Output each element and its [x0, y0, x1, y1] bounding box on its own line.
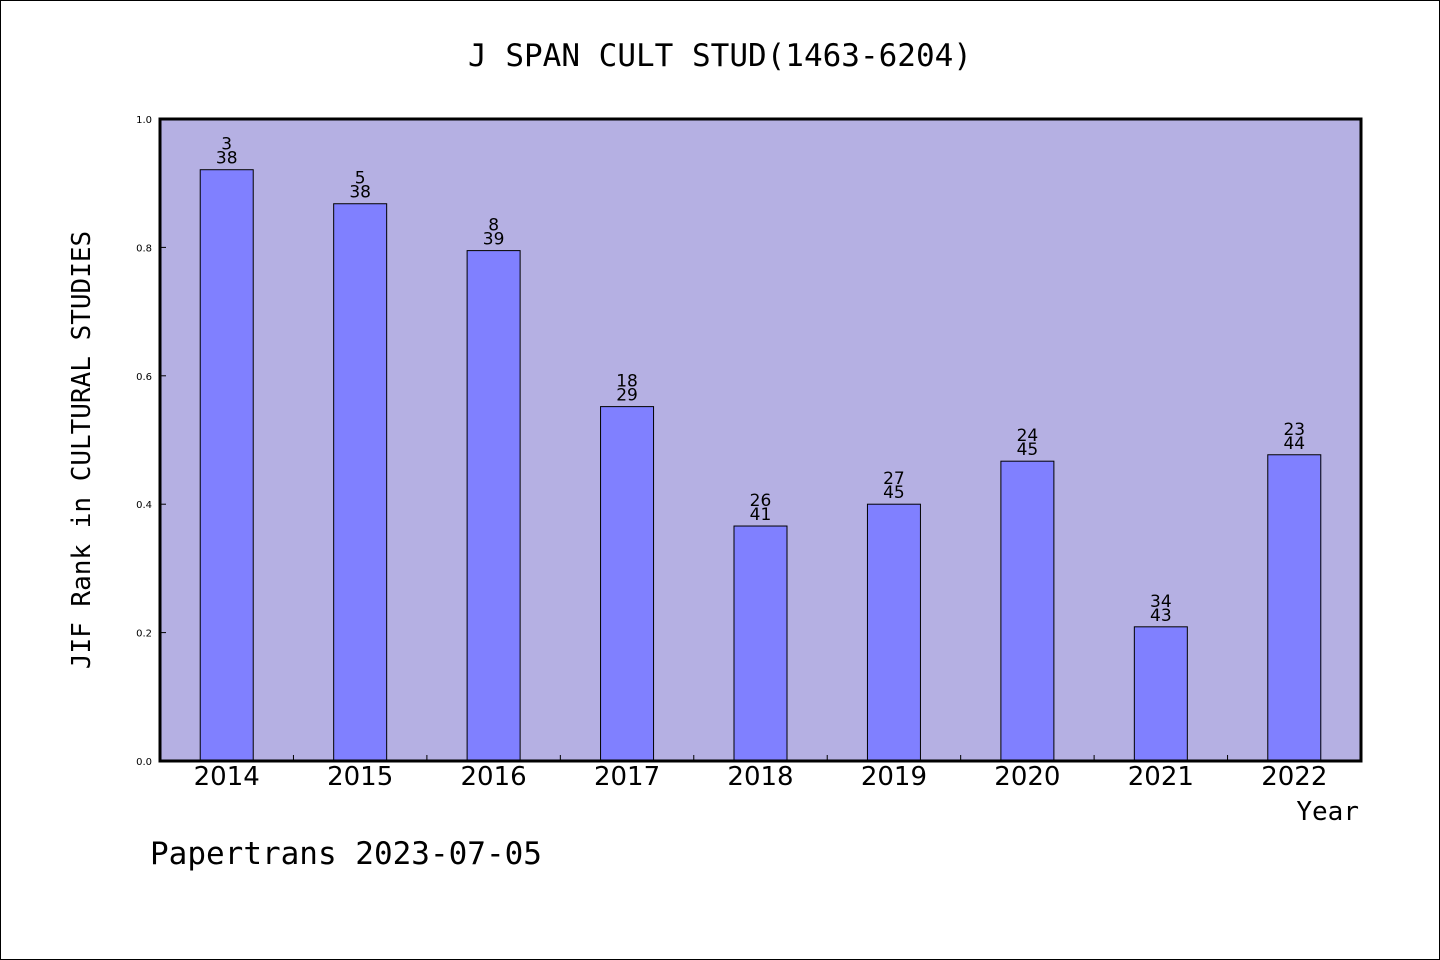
bar-2014 — [199, 169, 254, 762]
x-axis-label: Year — [1296, 797, 1359, 827]
y-tick-label-0.2: 0.2 — [136, 629, 152, 640]
x-tick-label-2015: 2015 — [327, 762, 393, 792]
bar-total-label-2021: 43 — [1150, 606, 1172, 626]
bar-2018 — [733, 525, 788, 762]
bar-2016 — [466, 250, 521, 762]
x-tick-label-2018: 2018 — [727, 762, 793, 792]
bar-rank-label-2018: 26 — [750, 491, 772, 511]
y-tick-label-0.4: 0.4 — [136, 500, 152, 511]
y-tick-label-1.0: 1.0 — [136, 115, 152, 126]
x-tick-label-2021: 2021 — [1128, 762, 1194, 792]
x-axis-ticks: 2014 2015 2016 2017 2018 2019 2020 2021 2022 — [194, 755, 1327, 792]
bar-rank-label-2020: 24 — [1017, 426, 1039, 446]
bar-total-label-2020: 45 — [1017, 440, 1039, 460]
x-tick-label-2022: 2022 — [1261, 762, 1327, 792]
bar-rank-label-2016: 8 — [488, 216, 499, 236]
bar-2015 — [333, 203, 388, 762]
x-tick-label-2020: 2020 — [994, 762, 1060, 792]
bar-total-label-2014: 38 — [216, 149, 238, 169]
bar-total-label-2019: 45 — [883, 483, 905, 503]
bar-total-label-2015: 38 — [349, 183, 371, 203]
bar-total-label-2018: 41 — [750, 505, 772, 525]
y-tick-label-0.8: 0.8 — [136, 243, 152, 254]
x-tick-label-2016: 2016 — [461, 762, 527, 792]
bar-rank-label-2017: 18 — [616, 372, 638, 392]
bar-rank-label-2015: 5 — [355, 169, 366, 189]
y-axis-label: JIF Rank in CULTURAL STUDIES — [67, 231, 97, 669]
y-tick-label-0.0: 0.0 — [136, 757, 152, 768]
bar-2019 — [866, 503, 921, 762]
bar-rank-label-2022: 23 — [1283, 420, 1305, 440]
chart-title: J SPAN CULT STUD(1463-6204) — [468, 38, 972, 74]
bar-total-label-2017: 29 — [616, 386, 638, 406]
bar-2017 — [600, 406, 655, 762]
bar-2022 — [1267, 454, 1322, 762]
x-tick-label-2014: 2014 — [194, 762, 260, 792]
x-tick-label-2017: 2017 — [594, 762, 660, 792]
bar-2021 — [1133, 626, 1188, 762]
bars-group — [199, 169, 1322, 762]
x-tick-label-2019: 2019 — [861, 762, 927, 792]
bar-total-label-2016: 39 — [483, 230, 505, 250]
plot-border — [158, 117, 1363, 763]
footer-credit: Papertrans 2023-07-05 — [150, 836, 542, 872]
bar-rank-label-2021: 34 — [1150, 592, 1172, 612]
y-axis-ticks: 0.0 0.2 0.4 0.6 0.8 1.0 — [136, 115, 166, 768]
bar-rank-label-2014: 3 — [221, 135, 232, 155]
bar-total-label-2022: 44 — [1283, 434, 1305, 454]
y-tick-label-0.6: 0.6 — [136, 372, 152, 383]
bar-rank-label-2019: 27 — [883, 469, 905, 489]
bar-2020 — [1000, 460, 1055, 762]
